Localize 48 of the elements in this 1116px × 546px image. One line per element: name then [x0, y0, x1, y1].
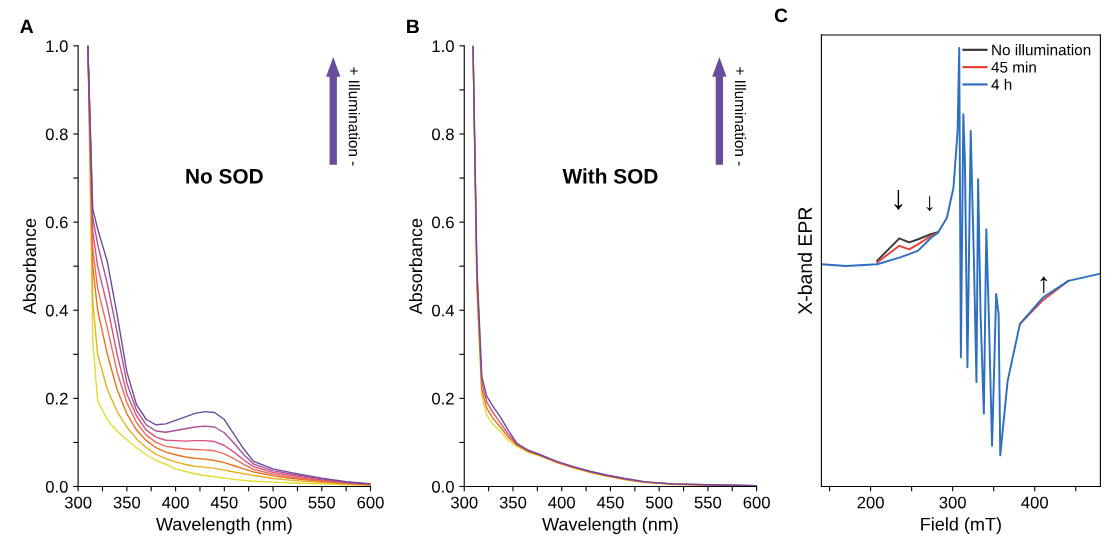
- x-tick-label: 200: [857, 496, 884, 509]
- x-tick-label: 600: [357, 496, 384, 509]
- x-tick-label: 550: [694, 496, 722, 509]
- y-tick-label: 0.2: [45, 392, 68, 405]
- y-tick-label: 0.4: [45, 304, 68, 317]
- x-tick-label: 500: [645, 496, 673, 509]
- y-tick-label: 1.0: [46, 40, 68, 53]
- x-tick-label: 450: [210, 496, 238, 509]
- y-tick-label: 0.6: [45, 216, 68, 229]
- y-tick-label: 0.4: [432, 304, 455, 317]
- chart-title: A: [20, 19, 34, 34]
- y-tick-label: 1.0: [432, 40, 454, 53]
- x-tick-label: 350: [499, 496, 527, 509]
- x-tick-label: 400: [548, 496, 575, 509]
- x-axis-title: Field (mT): [921, 517, 1001, 535]
- y-tick-label: 0.2: [432, 392, 454, 405]
- legend-label: 45 min: [991, 61, 1036, 73]
- annotation: ↑: [1040, 276, 1048, 294]
- x-axis-title: Wavelength (nm): [542, 517, 678, 535]
- x-tick-label: 400: [162, 496, 189, 509]
- x-tick-label: 450: [596, 496, 624, 509]
- y-tick-label: 0.0: [432, 480, 454, 493]
- x-tick-label: 400: [1021, 496, 1048, 509]
- y-tick-label: 0.0: [45, 480, 68, 493]
- legend-label: No illumination: [992, 44, 1091, 56]
- x-tick-label: 350: [113, 496, 141, 509]
- y-tick-label: 0.8: [45, 128, 68, 141]
- annotation: ↓: [894, 189, 903, 210]
- x-tick-label: 300: [450, 496, 478, 509]
- y-axis-title: X-band EPR: [797, 207, 812, 315]
- y-tick-label: 0.6: [432, 216, 454, 229]
- y-axis-title: Absorbance: [408, 218, 423, 315]
- chart-title: C: [774, 8, 788, 23]
- x-tick-label: 300: [939, 496, 966, 509]
- y-tick-label: 0.8: [432, 128, 454, 141]
- x-tick-label: 600: [743, 496, 770, 509]
- x-tick-label: 500: [259, 496, 287, 509]
- annotation: No SOD: [186, 168, 263, 184]
- annotation: + Illumination -: [348, 67, 360, 166]
- annotation: ↓: [926, 196, 933, 212]
- chart-title: B: [407, 19, 419, 34]
- x-axis-title: Wavelength (nm): [156, 517, 292, 535]
- annotation: + Illumination -: [734, 67, 747, 166]
- annotation: With SOD: [562, 168, 658, 184]
- y-axis-title: Absorbance: [22, 218, 37, 315]
- x-tick-label: 300: [64, 496, 92, 509]
- x-tick-label: 550: [308, 496, 336, 509]
- legend-label: 4 h: [991, 78, 1012, 90]
